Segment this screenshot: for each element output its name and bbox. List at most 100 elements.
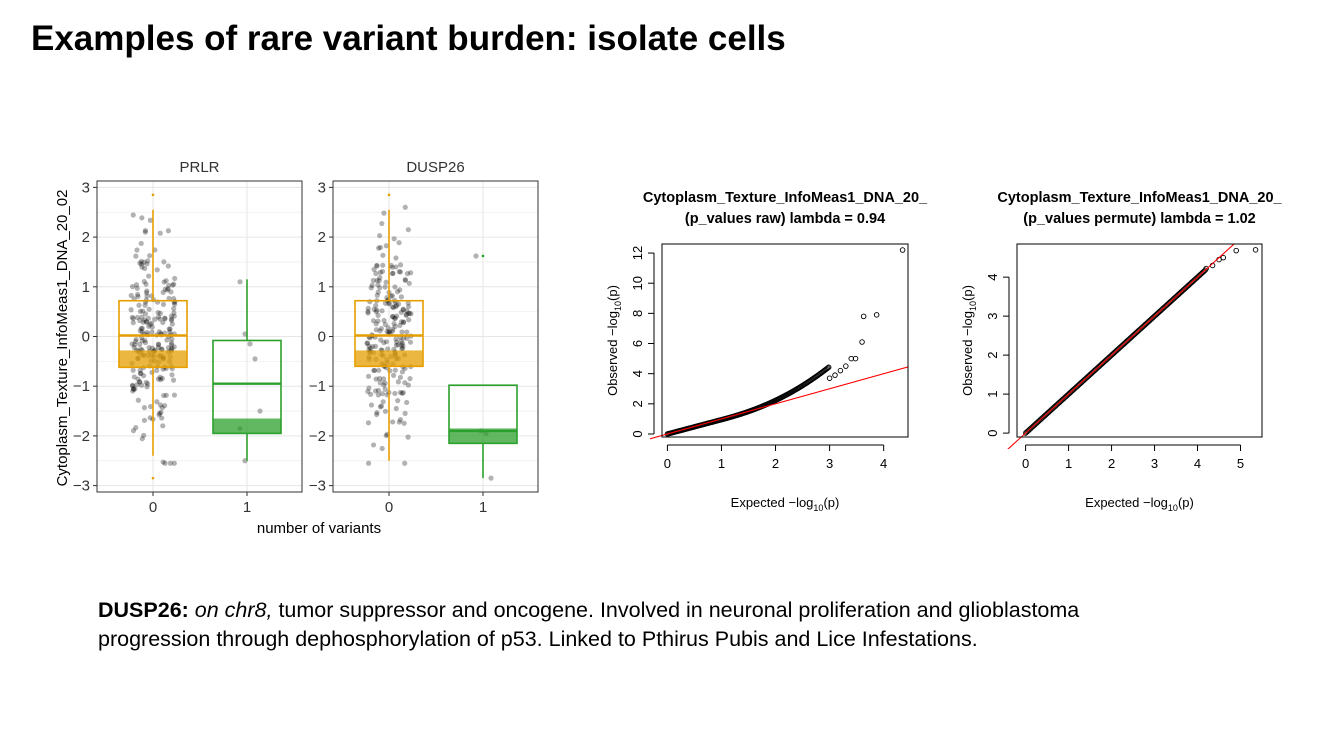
qq-diagonal <box>650 366 908 440</box>
data-point <box>147 217 153 223</box>
data-point <box>162 286 168 292</box>
qq-point <box>1233 247 1239 254</box>
box-outlier <box>151 193 155 197</box>
data-point <box>375 392 381 398</box>
box-outlier <box>481 254 485 258</box>
data-point <box>247 341 253 347</box>
data-point <box>399 369 405 375</box>
data-point <box>377 275 383 281</box>
data-point <box>365 305 371 311</box>
data-point <box>142 337 148 344</box>
box-shade <box>119 350 187 368</box>
data-point <box>384 328 390 334</box>
data-point <box>159 415 165 421</box>
data-point <box>368 402 375 408</box>
data-point <box>402 410 408 416</box>
data-point <box>137 379 143 385</box>
data-point <box>401 319 407 325</box>
x-tick-label: 1 <box>479 499 487 516</box>
data-point <box>144 329 150 336</box>
data-point <box>171 295 177 302</box>
data-point <box>403 312 409 318</box>
data-point <box>138 261 145 267</box>
data-point <box>139 325 145 332</box>
data-point <box>134 291 141 298</box>
qq-frame <box>1016 243 1263 438</box>
qq-x-tick-label: 0 <box>1022 456 1029 471</box>
caption-text-2: progression through dephosphorylation of… <box>98 627 978 651</box>
data-point <box>374 262 380 268</box>
data-point <box>161 279 167 285</box>
data-point <box>157 310 163 316</box>
data-point <box>404 335 410 341</box>
data-point <box>386 300 392 306</box>
data-point <box>402 276 408 283</box>
data-point <box>167 329 173 335</box>
data-point <box>389 314 396 320</box>
data-point <box>147 253 153 259</box>
data-point <box>379 445 385 452</box>
data-point <box>137 328 143 334</box>
data-point <box>408 311 414 317</box>
data-point <box>157 316 163 322</box>
data-point <box>141 278 147 285</box>
qq-y-tick-label: 10 <box>630 276 645 290</box>
data-point <box>400 345 406 351</box>
qq-point <box>837 367 844 374</box>
data-point <box>390 326 396 332</box>
data-point <box>131 386 137 392</box>
box-shade <box>355 350 423 367</box>
caption-text-1: tumor suppressor and oncogene. Involved … <box>272 598 1080 622</box>
data-point <box>397 322 403 328</box>
data-point <box>143 281 149 287</box>
data-point <box>144 290 150 296</box>
data-point <box>135 397 141 403</box>
data-point <box>138 240 144 247</box>
data-point <box>141 417 148 423</box>
data-point <box>386 301 392 307</box>
data-point <box>377 232 383 239</box>
data-point <box>135 376 141 382</box>
data-point <box>398 342 404 348</box>
qq-y-tick-label: 0 <box>985 429 1000 436</box>
qq-point <box>873 312 880 318</box>
data-point <box>379 220 385 227</box>
data-point <box>375 387 382 394</box>
data-point <box>397 374 404 380</box>
qq-y-tick-label: 4 <box>985 274 1000 281</box>
x-tick-label: 1 <box>243 499 251 516</box>
data-point <box>396 419 402 425</box>
qq-y-axis-label: Observed −log10(p) <box>605 285 623 396</box>
data-point <box>162 403 168 409</box>
data-point <box>382 380 388 386</box>
data-point <box>379 391 385 397</box>
data-point <box>155 341 162 347</box>
data-point <box>404 329 410 335</box>
data-point <box>377 380 383 386</box>
y-tick-label: 1 <box>82 279 90 296</box>
qq-point <box>826 364 832 370</box>
data-point <box>168 342 175 348</box>
data-point <box>257 408 263 414</box>
data-point <box>388 262 394 269</box>
data-point <box>383 279 389 285</box>
data-point <box>165 285 171 292</box>
data-point <box>378 337 384 343</box>
data-point <box>392 390 398 397</box>
data-point <box>372 343 379 349</box>
data-point <box>390 270 396 276</box>
data-point <box>130 383 136 389</box>
data-point <box>171 392 178 398</box>
qq-x-tick-label: 3 <box>1151 456 1158 471</box>
data-point <box>368 285 374 291</box>
y-tick-label: −1 <box>309 378 326 395</box>
data-point <box>385 346 391 352</box>
data-point <box>157 402 164 408</box>
data-point <box>144 384 150 390</box>
data-point <box>133 336 139 343</box>
data-point <box>383 432 389 439</box>
data-point <box>139 338 145 344</box>
data-point <box>131 344 137 351</box>
data-point <box>147 403 154 410</box>
data-point <box>408 270 414 276</box>
